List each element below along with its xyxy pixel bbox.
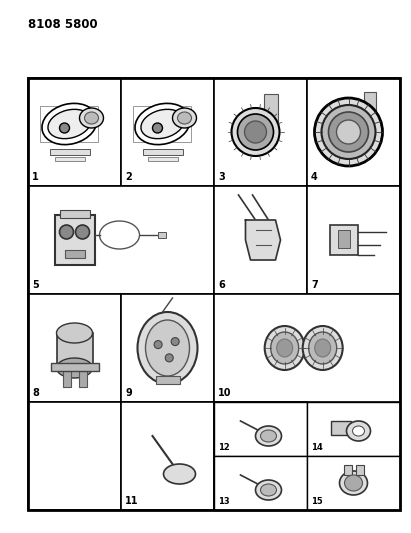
Ellipse shape xyxy=(135,103,190,144)
Ellipse shape xyxy=(321,105,376,159)
Polygon shape xyxy=(245,220,280,260)
Text: 14: 14 xyxy=(311,443,323,452)
Ellipse shape xyxy=(256,426,282,446)
Bar xyxy=(307,456,400,510)
Bar xyxy=(155,376,180,384)
Text: 8: 8 xyxy=(32,388,39,398)
Circle shape xyxy=(76,225,90,239)
Bar xyxy=(307,78,400,186)
Bar xyxy=(214,402,307,456)
Ellipse shape xyxy=(85,112,99,124)
Circle shape xyxy=(165,354,173,362)
Bar xyxy=(60,210,90,218)
Ellipse shape xyxy=(56,358,92,378)
Bar xyxy=(214,78,307,186)
Bar xyxy=(121,294,214,402)
Ellipse shape xyxy=(337,120,360,144)
Ellipse shape xyxy=(178,112,192,124)
Circle shape xyxy=(60,225,74,239)
Bar xyxy=(307,186,400,294)
Ellipse shape xyxy=(314,98,383,166)
Ellipse shape xyxy=(256,480,282,500)
Ellipse shape xyxy=(138,312,198,384)
Text: 5: 5 xyxy=(32,280,39,290)
Text: 15: 15 xyxy=(311,497,323,506)
Ellipse shape xyxy=(164,464,196,484)
Ellipse shape xyxy=(173,108,196,128)
Ellipse shape xyxy=(42,103,97,144)
Bar xyxy=(28,402,121,510)
Ellipse shape xyxy=(231,108,279,156)
Text: 8108 5800: 8108 5800 xyxy=(28,18,98,31)
Ellipse shape xyxy=(315,339,331,357)
Bar xyxy=(330,421,351,435)
Bar xyxy=(39,106,97,142)
Ellipse shape xyxy=(79,108,104,128)
Bar xyxy=(79,371,86,387)
Ellipse shape xyxy=(238,114,273,150)
Bar xyxy=(49,149,90,155)
Text: 2: 2 xyxy=(125,172,132,182)
Ellipse shape xyxy=(141,109,184,139)
Bar xyxy=(263,94,277,134)
Ellipse shape xyxy=(245,121,266,143)
Ellipse shape xyxy=(302,326,343,370)
Bar xyxy=(121,402,214,510)
Ellipse shape xyxy=(145,320,189,376)
Bar xyxy=(157,232,166,238)
Bar xyxy=(62,371,71,387)
Bar xyxy=(214,186,307,294)
Ellipse shape xyxy=(346,421,370,441)
Text: 1: 1 xyxy=(32,172,39,182)
Bar xyxy=(302,343,325,353)
Circle shape xyxy=(154,341,162,349)
Text: 3: 3 xyxy=(218,172,225,182)
Bar xyxy=(28,78,400,510)
Text: 11: 11 xyxy=(125,496,139,506)
Text: 9: 9 xyxy=(125,388,132,398)
Bar xyxy=(65,250,85,258)
Bar xyxy=(337,230,349,248)
Bar xyxy=(356,465,363,475)
Text: 7: 7 xyxy=(311,280,318,290)
Text: 4: 4 xyxy=(311,172,318,182)
Bar xyxy=(121,78,214,186)
Bar xyxy=(143,149,182,155)
Ellipse shape xyxy=(277,339,293,357)
Text: 10: 10 xyxy=(218,388,231,398)
Ellipse shape xyxy=(339,471,367,495)
Bar xyxy=(56,333,92,368)
Circle shape xyxy=(152,123,162,133)
Bar xyxy=(28,78,121,186)
Ellipse shape xyxy=(265,326,305,370)
Bar xyxy=(344,465,351,475)
Ellipse shape xyxy=(271,332,299,364)
Text: 6: 6 xyxy=(218,280,225,290)
Bar xyxy=(28,186,214,294)
Bar xyxy=(214,456,307,510)
Bar xyxy=(214,294,400,402)
Circle shape xyxy=(60,123,69,133)
Bar xyxy=(330,225,358,255)
Bar xyxy=(55,215,95,265)
Circle shape xyxy=(171,337,179,345)
Bar xyxy=(307,402,400,456)
Bar xyxy=(28,294,121,402)
Bar xyxy=(148,157,178,161)
Text: 13: 13 xyxy=(218,497,230,506)
Ellipse shape xyxy=(56,323,92,343)
Ellipse shape xyxy=(353,426,365,436)
Ellipse shape xyxy=(261,484,277,496)
Bar xyxy=(214,402,307,510)
Ellipse shape xyxy=(309,332,337,364)
Bar xyxy=(363,92,376,122)
Ellipse shape xyxy=(48,109,91,139)
Text: 12: 12 xyxy=(218,443,230,452)
Ellipse shape xyxy=(344,475,363,491)
Bar xyxy=(132,106,191,142)
Bar xyxy=(51,363,99,371)
Ellipse shape xyxy=(328,112,369,152)
Bar xyxy=(55,157,85,161)
Ellipse shape xyxy=(261,430,277,442)
